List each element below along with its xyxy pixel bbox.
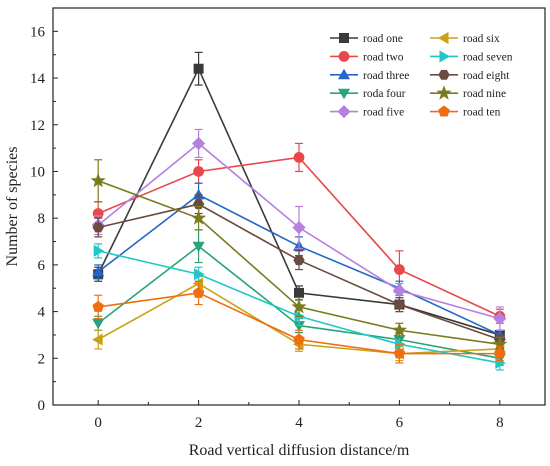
legend-label: roda four [363, 88, 406, 100]
legend-item: road five [330, 105, 404, 119]
data-point [391, 322, 407, 337]
y-tick-label: 6 [38, 258, 46, 274]
legend-label: road six [463, 33, 500, 45]
data-point [191, 210, 207, 225]
legend-marker [438, 69, 450, 80]
legend-label: road ten [463, 107, 501, 119]
data-point [392, 284, 406, 298]
legend-item: road six [430, 31, 500, 45]
data-point [293, 152, 305, 163]
y-tick-label: 12 [30, 118, 45, 134]
data-point [192, 136, 206, 151]
legend-marker [439, 50, 450, 63]
legend-item: road two [330, 51, 404, 63]
data-point [192, 241, 205, 253]
series-road-nine [90, 159, 508, 352]
legend-label: road eight [463, 70, 510, 82]
data-point [291, 298, 307, 314]
data-point [193, 63, 204, 74]
legend-marker [337, 105, 351, 119]
y-axis-title: Number of species [4, 147, 21, 267]
y-tick-label: 16 [30, 24, 46, 40]
legend-marker [338, 51, 350, 62]
legend-label: road three [363, 70, 409, 82]
data-point [194, 268, 205, 281]
legend-item: road one [330, 33, 403, 45]
y-tick-label: 4 [38, 305, 46, 321]
y-tick-label: 2 [38, 351, 46, 367]
legend-item: road ten [430, 105, 501, 119]
data-point [92, 265, 105, 277]
legend-label: road nine [463, 88, 506, 100]
data-point [92, 318, 105, 330]
data-point [393, 299, 406, 310]
x-axis: 0 2 4 6 8 [94, 400, 504, 431]
y-tick-label: 0 [38, 398, 46, 414]
legend-item: road eight [430, 70, 510, 82]
x-tick-label: 0 [94, 415, 102, 431]
data-point [393, 347, 406, 359]
series-layer [90, 51, 508, 371]
legend-marker [438, 105, 450, 117]
data-point [493, 312, 507, 326]
legend-label: road two [363, 51, 404, 63]
legend-marker [337, 88, 351, 100]
legend-item: road three [330, 68, 409, 82]
y-tick-label: 10 [30, 164, 45, 180]
data-point [92, 333, 103, 346]
data-point [192, 286, 205, 298]
data-point [293, 255, 305, 266]
legend-marker [337, 68, 351, 80]
legend-item: road nine [430, 85, 506, 100]
data-point [293, 287, 304, 298]
legend-marker [438, 31, 449, 45]
legend-label: road one [363, 33, 403, 45]
legend-item: roda four [330, 88, 406, 100]
data-point [494, 347, 506, 359]
data-point [292, 220, 306, 235]
legend-item: road seven [430, 50, 513, 63]
y-axis: 0 2 4 6 8 10 12 14 16 [30, 24, 58, 414]
x-axis-title: Road vertical diffusion distance/m [189, 442, 410, 459]
data-point [93, 244, 105, 257]
legend-marker [338, 33, 349, 44]
series-road-ten [92, 280, 506, 364]
y-tick-label: 8 [38, 211, 46, 227]
data-point [90, 172, 106, 188]
x-tick-label: 2 [195, 415, 203, 431]
legend-marker [436, 85, 452, 100]
data-point [92, 222, 104, 233]
data-point [394, 264, 405, 275]
y-tick-label: 14 [30, 71, 46, 87]
x-tick-label: 8 [496, 415, 504, 431]
legend-label: road seven [463, 51, 513, 63]
x-tick-label: 4 [295, 415, 303, 431]
data-point [193, 166, 204, 177]
legend-label: road five [363, 107, 404, 119]
data-point [293, 333, 305, 345]
legend: road one road two road three roda four road … [330, 31, 513, 119]
data-point [92, 300, 104, 312]
x-tick-label: 6 [396, 415, 404, 431]
